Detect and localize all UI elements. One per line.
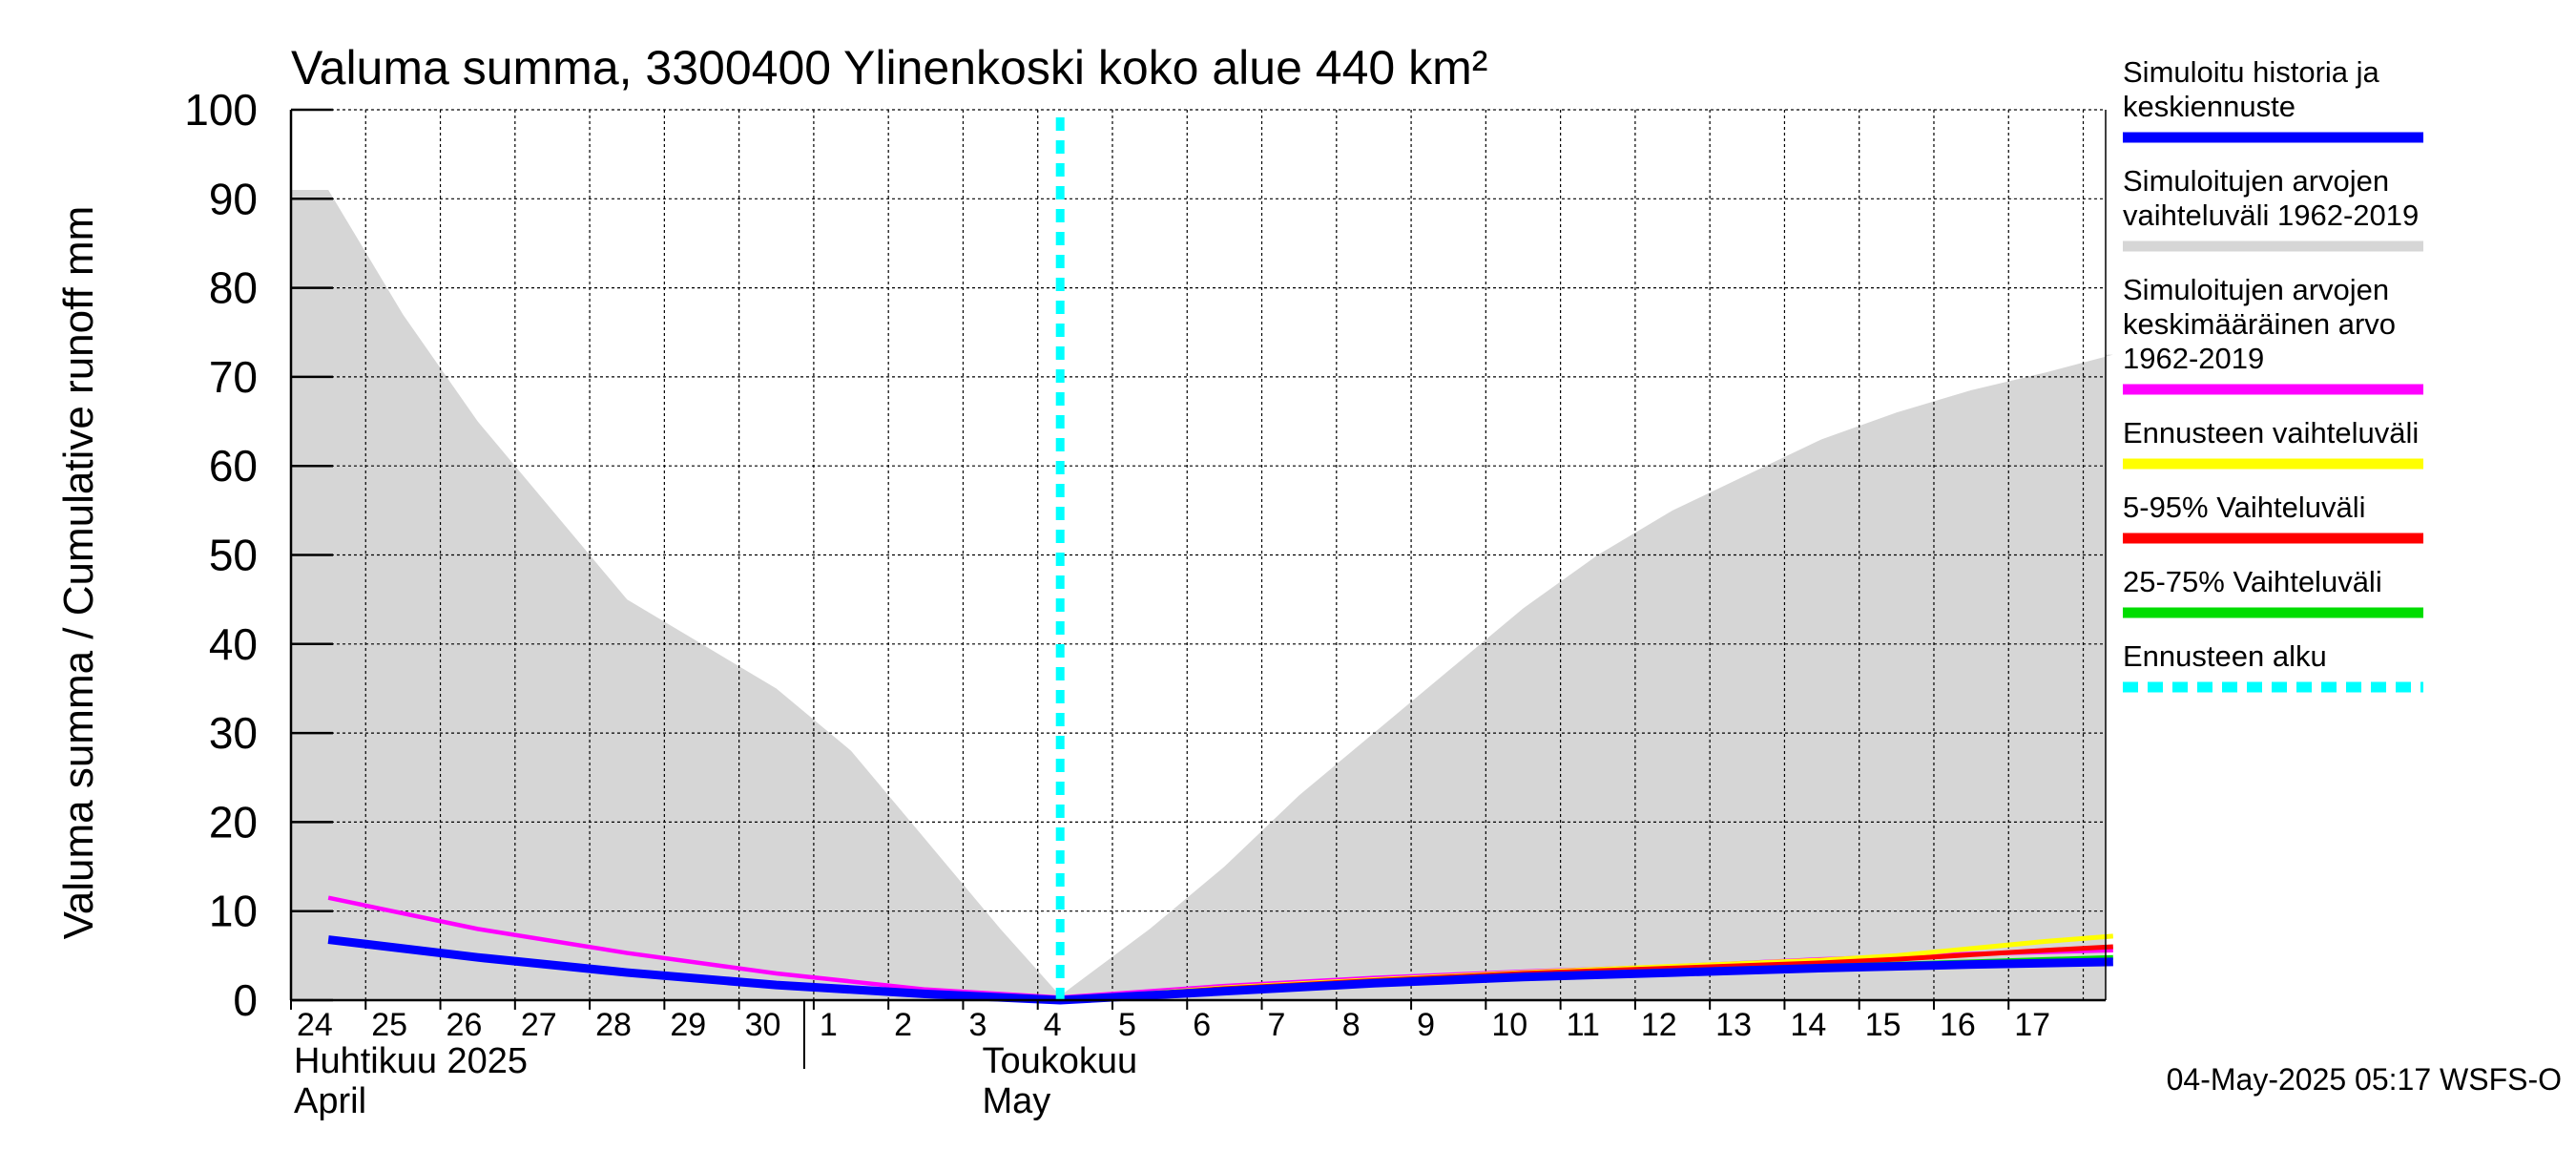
x-tick-label: 15 <box>1865 1007 1901 1043</box>
timestamp-footer: 04-May-2025 05:17 WSFS-O <box>2167 1062 2562 1097</box>
x-tick-label: 8 <box>1342 1007 1361 1043</box>
y-axis-label: Valuma summa / Cumulative runoff mm <box>55 206 102 940</box>
y-tick-label: 80 <box>209 263 258 313</box>
x-tick-label: 6 <box>1193 1007 1211 1043</box>
x-tick-label: 16 <box>1940 1007 1976 1043</box>
y-tick-label: 50 <box>209 531 258 580</box>
legend-label: 25-75% Vaihteluväli <box>2123 565 2382 598</box>
x-tick-label: 26 <box>447 1007 483 1043</box>
y-tick-label: 100 <box>184 85 258 135</box>
chart-title: Valuma summa, 3300400 Ylinenkoski koko a… <box>291 41 1487 94</box>
x-tick-label: 2 <box>894 1007 912 1043</box>
legend-label: Simuloitujen arvojen <box>2123 164 2389 198</box>
x-tick-label: 17 <box>2014 1007 2050 1043</box>
y-tick-label: 70 <box>209 352 258 402</box>
x-tick-label: 9 <box>1417 1007 1435 1043</box>
x-tick-label: 27 <box>521 1007 557 1043</box>
y-tick-label: 90 <box>209 174 258 223</box>
y-tick-label: 0 <box>233 975 258 1025</box>
y-tick-label: 10 <box>209 887 258 936</box>
y-tick-label: 40 <box>209 619 258 669</box>
x-tick-label: 11 <box>1567 1007 1600 1043</box>
x-tick-label: 13 <box>1715 1007 1752 1043</box>
x-tick-label: 29 <box>670 1007 706 1043</box>
legend-label: keskiennuste <box>2123 90 2296 123</box>
legend-label: Ennusteen vaihteluväli <box>2123 416 2419 450</box>
y-tick-label: 20 <box>209 797 258 847</box>
legend-label: Simuloitu historia ja <box>2123 55 2380 89</box>
x-tick-label: 12 <box>1641 1007 1677 1043</box>
y-tick-label: 60 <box>209 441 258 491</box>
x-tick-label: 4 <box>1044 1007 1062 1043</box>
month-label-may-fi: Toukokuu <box>982 1041 1137 1081</box>
legend-label: 5-95% Vaihteluväli <box>2123 491 2365 524</box>
legend-label: keskimääräinen arvo <box>2123 307 2396 341</box>
month-label-april-en: April <box>294 1081 366 1121</box>
x-tick-label: 7 <box>1268 1007 1286 1043</box>
legend-label: Ennusteen alku <box>2123 639 2327 673</box>
legend-label: vaihteluväli 1962-2019 <box>2123 199 2419 232</box>
x-tick-label: 10 <box>1491 1007 1527 1043</box>
y-tick-label: 30 <box>209 708 258 758</box>
legend-label: 1962-2019 <box>2123 342 2264 375</box>
x-tick-label: 14 <box>1790 1007 1826 1043</box>
x-tick-label: 25 <box>371 1007 407 1043</box>
x-tick-label: 5 <box>1118 1007 1136 1043</box>
month-label-april-fi: Huhtikuu 2025 <box>294 1041 528 1081</box>
month-label-may-en: May <box>982 1081 1050 1121</box>
x-tick-label: 1 <box>820 1007 838 1043</box>
x-tick-label: 24 <box>297 1007 333 1043</box>
x-tick-label: 3 <box>968 1007 987 1043</box>
series-line-4 <box>327 935 2113 1005</box>
x-tick-label: 30 <box>745 1007 781 1043</box>
legend-label: Simuloitujen arvojen <box>2123 273 2389 306</box>
band-area-0 <box>291 189 2113 1001</box>
x-tick-label: 28 <box>595 1007 632 1043</box>
